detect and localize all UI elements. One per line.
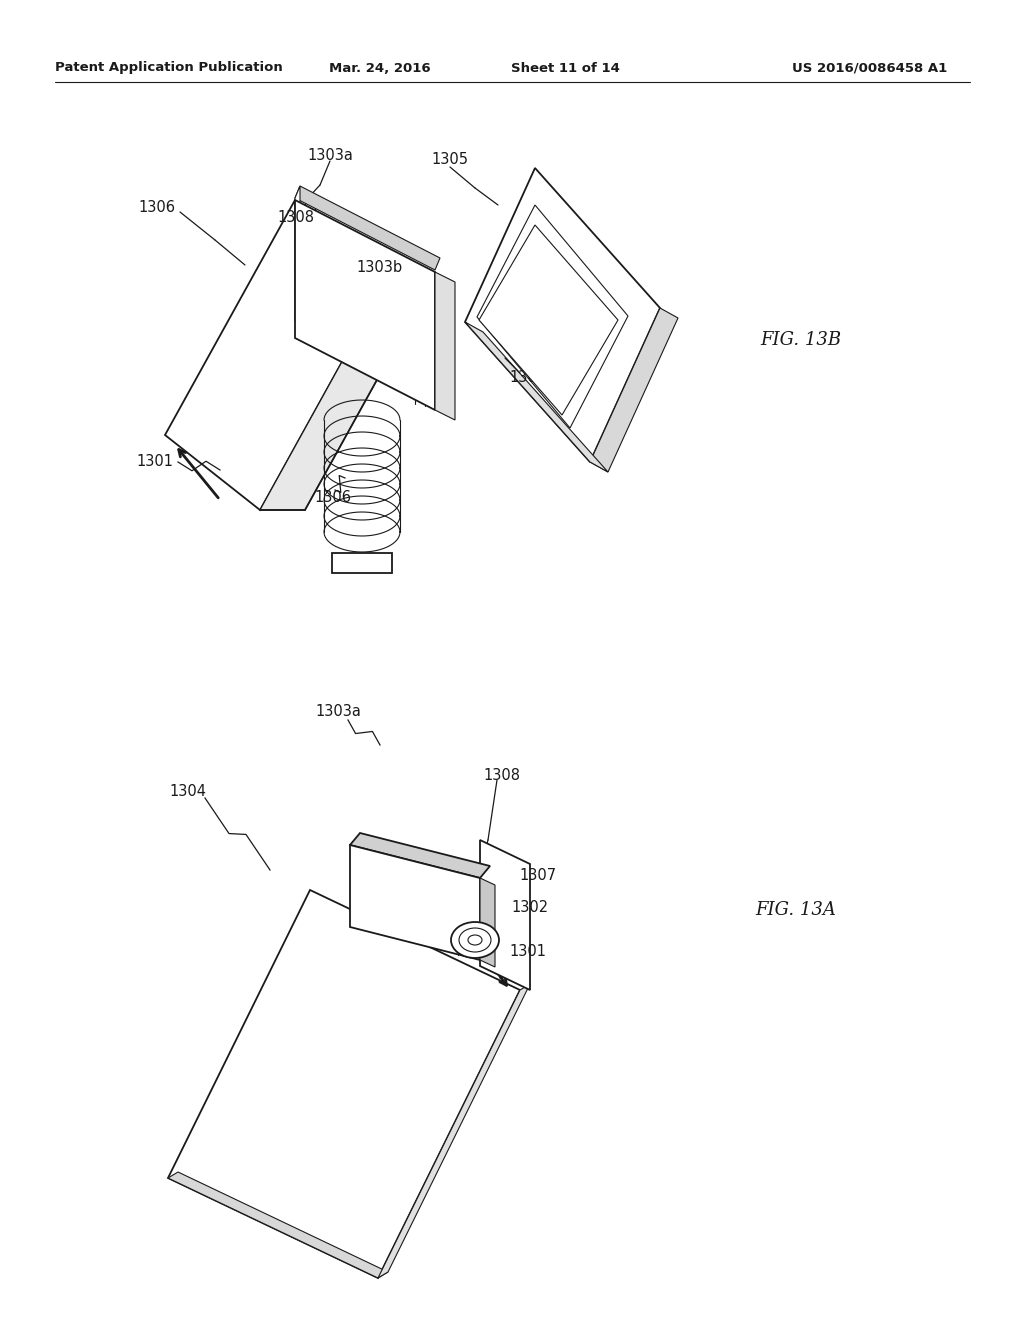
Polygon shape — [477, 205, 628, 428]
Polygon shape — [295, 186, 440, 271]
Text: 1305: 1305 — [431, 153, 469, 168]
Text: FIG. 13B: FIG. 13B — [760, 331, 841, 348]
Text: Patent Application Publication: Patent Application Publication — [55, 62, 283, 74]
Text: 1301: 1301 — [510, 945, 547, 960]
Ellipse shape — [451, 921, 499, 958]
Polygon shape — [480, 878, 495, 968]
Polygon shape — [350, 845, 480, 960]
Polygon shape — [260, 275, 435, 510]
Polygon shape — [295, 201, 435, 411]
Text: 1303b: 1303b — [357, 260, 403, 276]
Polygon shape — [480, 840, 530, 990]
Polygon shape — [168, 890, 520, 1278]
Polygon shape — [435, 272, 455, 420]
Text: 1303a: 1303a — [307, 148, 353, 162]
Text: 1301: 1301 — [136, 454, 173, 470]
Text: 1306: 1306 — [314, 491, 351, 506]
Text: US 2016/0086458 A1: US 2016/0086458 A1 — [793, 62, 947, 74]
Text: 1306: 1306 — [138, 201, 175, 215]
Text: Sheet 11 of 14: Sheet 11 of 14 — [511, 62, 620, 74]
Text: FIG. 13A: FIG. 13A — [755, 902, 836, 919]
Text: 1307: 1307 — [519, 867, 557, 883]
Text: Mar. 24, 2016: Mar. 24, 2016 — [329, 62, 431, 74]
Polygon shape — [165, 201, 390, 510]
Polygon shape — [168, 1172, 388, 1278]
Polygon shape — [465, 322, 608, 473]
Polygon shape — [295, 186, 300, 322]
Polygon shape — [332, 553, 392, 573]
Polygon shape — [479, 224, 618, 414]
Text: 1308: 1308 — [483, 767, 520, 783]
Text: 1302: 1302 — [511, 899, 549, 915]
Text: 1308: 1308 — [278, 210, 314, 226]
Polygon shape — [350, 833, 490, 878]
Polygon shape — [378, 983, 530, 1278]
Polygon shape — [590, 308, 678, 473]
Polygon shape — [465, 168, 660, 462]
Text: 1305a: 1305a — [509, 371, 555, 385]
Text: 1303a: 1303a — [315, 705, 360, 719]
Text: 1304: 1304 — [170, 784, 207, 800]
